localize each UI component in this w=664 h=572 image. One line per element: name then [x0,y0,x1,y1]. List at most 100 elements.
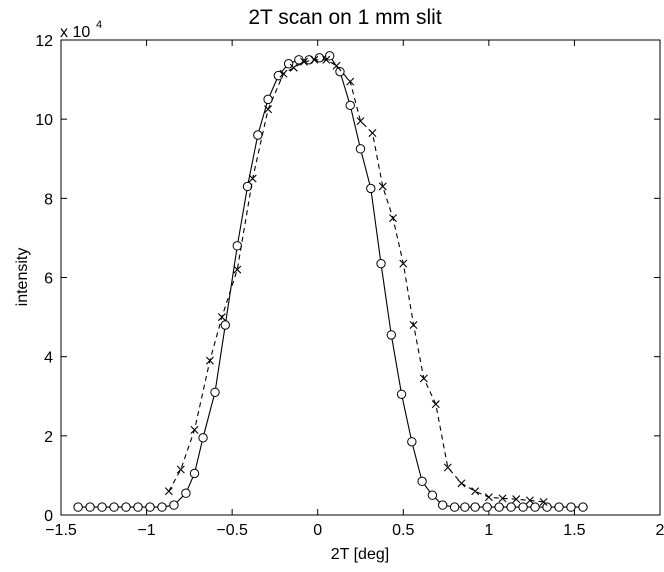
data-point-circle [189,468,200,479]
data-point-circle [263,94,273,105]
data-point-x [378,182,387,191]
data-point-x [264,105,273,114]
x-tick-label: −1.5 [45,522,77,539]
data-point-circle [530,502,540,512]
data-point-circle [470,502,480,512]
data-point-circle [518,502,528,512]
data-point-circle [253,130,263,140]
data-point-circle [232,241,242,251]
data-point-circle [482,502,492,512]
data-point-circle [566,502,576,512]
data-point-circle [427,490,438,500]
data-point-x [322,55,331,64]
data-point-x [176,465,185,474]
data-point-circle [376,258,386,269]
data-point-x [233,265,242,274]
y-tick-label: 10 [35,112,53,129]
data-point-x [498,494,507,503]
data-point-circle [97,502,107,512]
data-point-x [443,463,452,472]
data-point-x [346,77,355,86]
data-point-circle [506,502,516,512]
data-point-x [368,129,377,138]
data-point-circle [242,181,253,192]
data-point-circle [85,502,95,512]
plot-frame [60,39,661,516]
data-point-circle [437,500,448,510]
data-point-circle [396,389,407,399]
data-point-circle [460,502,470,512]
data-point-x [471,487,480,496]
data-point-circle [198,433,208,443]
x-tick-label: −1 [137,522,155,539]
data-point-x [409,321,418,329]
data-point-x [399,259,408,268]
data-point-circle [554,502,564,512]
series-line-1 [78,55,583,508]
x-tick-label: −0.5 [216,522,248,539]
series-line-2 [168,59,544,503]
data-point-circle [283,59,294,69]
data-point-circle [73,502,83,512]
data-point-circle [133,502,143,512]
data-point-x [419,374,428,383]
data-point-circle [169,500,179,510]
data-point-circle [494,502,504,512]
data-point-circle [542,502,552,512]
data-point-circle [355,144,366,154]
chart-title: 2T scan on 1 mm slit [248,6,442,29]
data-point-x [525,496,534,505]
data-point-x [190,425,199,434]
x-axis-label: 2T [deg] [331,546,389,563]
x-tick-label: 0 [313,522,322,539]
data-point-x [356,117,365,126]
data-point-x [289,63,298,72]
data-point-x [248,174,257,183]
data-point-circle [335,66,345,77]
x-tick-label: 1 [484,522,493,539]
data-point-circle [345,100,355,111]
y-tick-label: 2 [44,429,53,446]
data-point-circle [407,437,417,447]
data-point-circle [366,183,376,194]
data-point-x [389,214,398,223]
y-tick-label: 6 [44,271,53,288]
data-point-x [332,61,341,70]
data-point-circle [386,330,397,340]
y-tick-label: 0 [44,508,53,525]
x-tick-label: 0.5 [392,522,414,539]
data-point-circle [157,502,167,512]
data-point-x [164,487,173,496]
data-point-circle [449,502,460,512]
data-point-circle [417,476,427,487]
data-point-x [217,313,226,322]
plot-area: −1.5 −1 −0.5 0 0.5 1 1.5 2 0 2 4 6 8 10 12 [35,33,664,539]
y-tick-label: 8 [44,191,53,208]
y-tick-label: 12 [35,33,53,50]
data-point-circle [109,502,119,512]
data-point-circle [294,55,304,65]
y-tick-label: 4 [44,350,53,367]
data-point-circle [210,387,220,397]
data-point-x [279,69,288,78]
x-tick-label: 2 [656,522,664,539]
data-point-x [457,479,466,488]
data-point-circle [145,502,155,512]
data-point-x [310,55,319,64]
data-point-circle [121,502,131,512]
y-axis-exponent-label: x 10 [60,24,90,41]
data-point-x [300,57,309,66]
data-point-x [512,495,521,504]
data-point-x [431,400,440,409]
data-point-x [484,493,493,502]
data-point-circle [220,320,230,330]
x-tick-label: 1.5 [563,522,585,539]
y-axis-label: intensity [14,248,31,307]
y-axis-exponent-power: 4 [96,19,102,31]
data-point-x [539,497,548,506]
data-point-x [205,356,214,365]
data-point-circle [181,488,191,498]
data-point-circle [578,502,588,512]
